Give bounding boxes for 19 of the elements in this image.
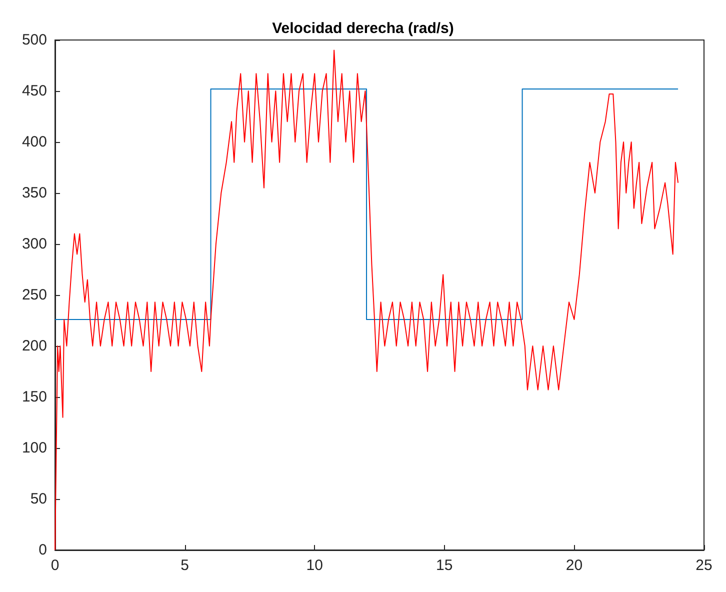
y-tick-label: 250 [22, 286, 47, 304]
y-tick-label: 150 [22, 388, 47, 406]
y-tick-label: 100 [22, 440, 47, 456]
line-series [54, 50, 679, 550]
x-tick-label: 25 [696, 557, 712, 574]
y-tick-label: 0 [38, 542, 47, 558]
y-tick-label: 350 [22, 184, 47, 202]
x-tick-label: 0 [50, 557, 60, 574]
y-tick-label: 50 [30, 490, 47, 508]
y-tick-label: 400 [22, 134, 47, 150]
x-tick-label: 5 [180, 557, 189, 574]
y-tick-label: 450 [22, 82, 47, 100]
y-tick-label: 200 [22, 338, 47, 354]
x-tick-label: 10 [306, 557, 323, 574]
y-tick-label: 500 [22, 32, 47, 48]
chart-title: Velocidad derecha (rad/s) [272, 20, 454, 37]
x-tick-label: 15 [436, 557, 453, 574]
x-tick-label: 20 [566, 557, 583, 574]
y-tick-label: 300 [22, 236, 47, 252]
